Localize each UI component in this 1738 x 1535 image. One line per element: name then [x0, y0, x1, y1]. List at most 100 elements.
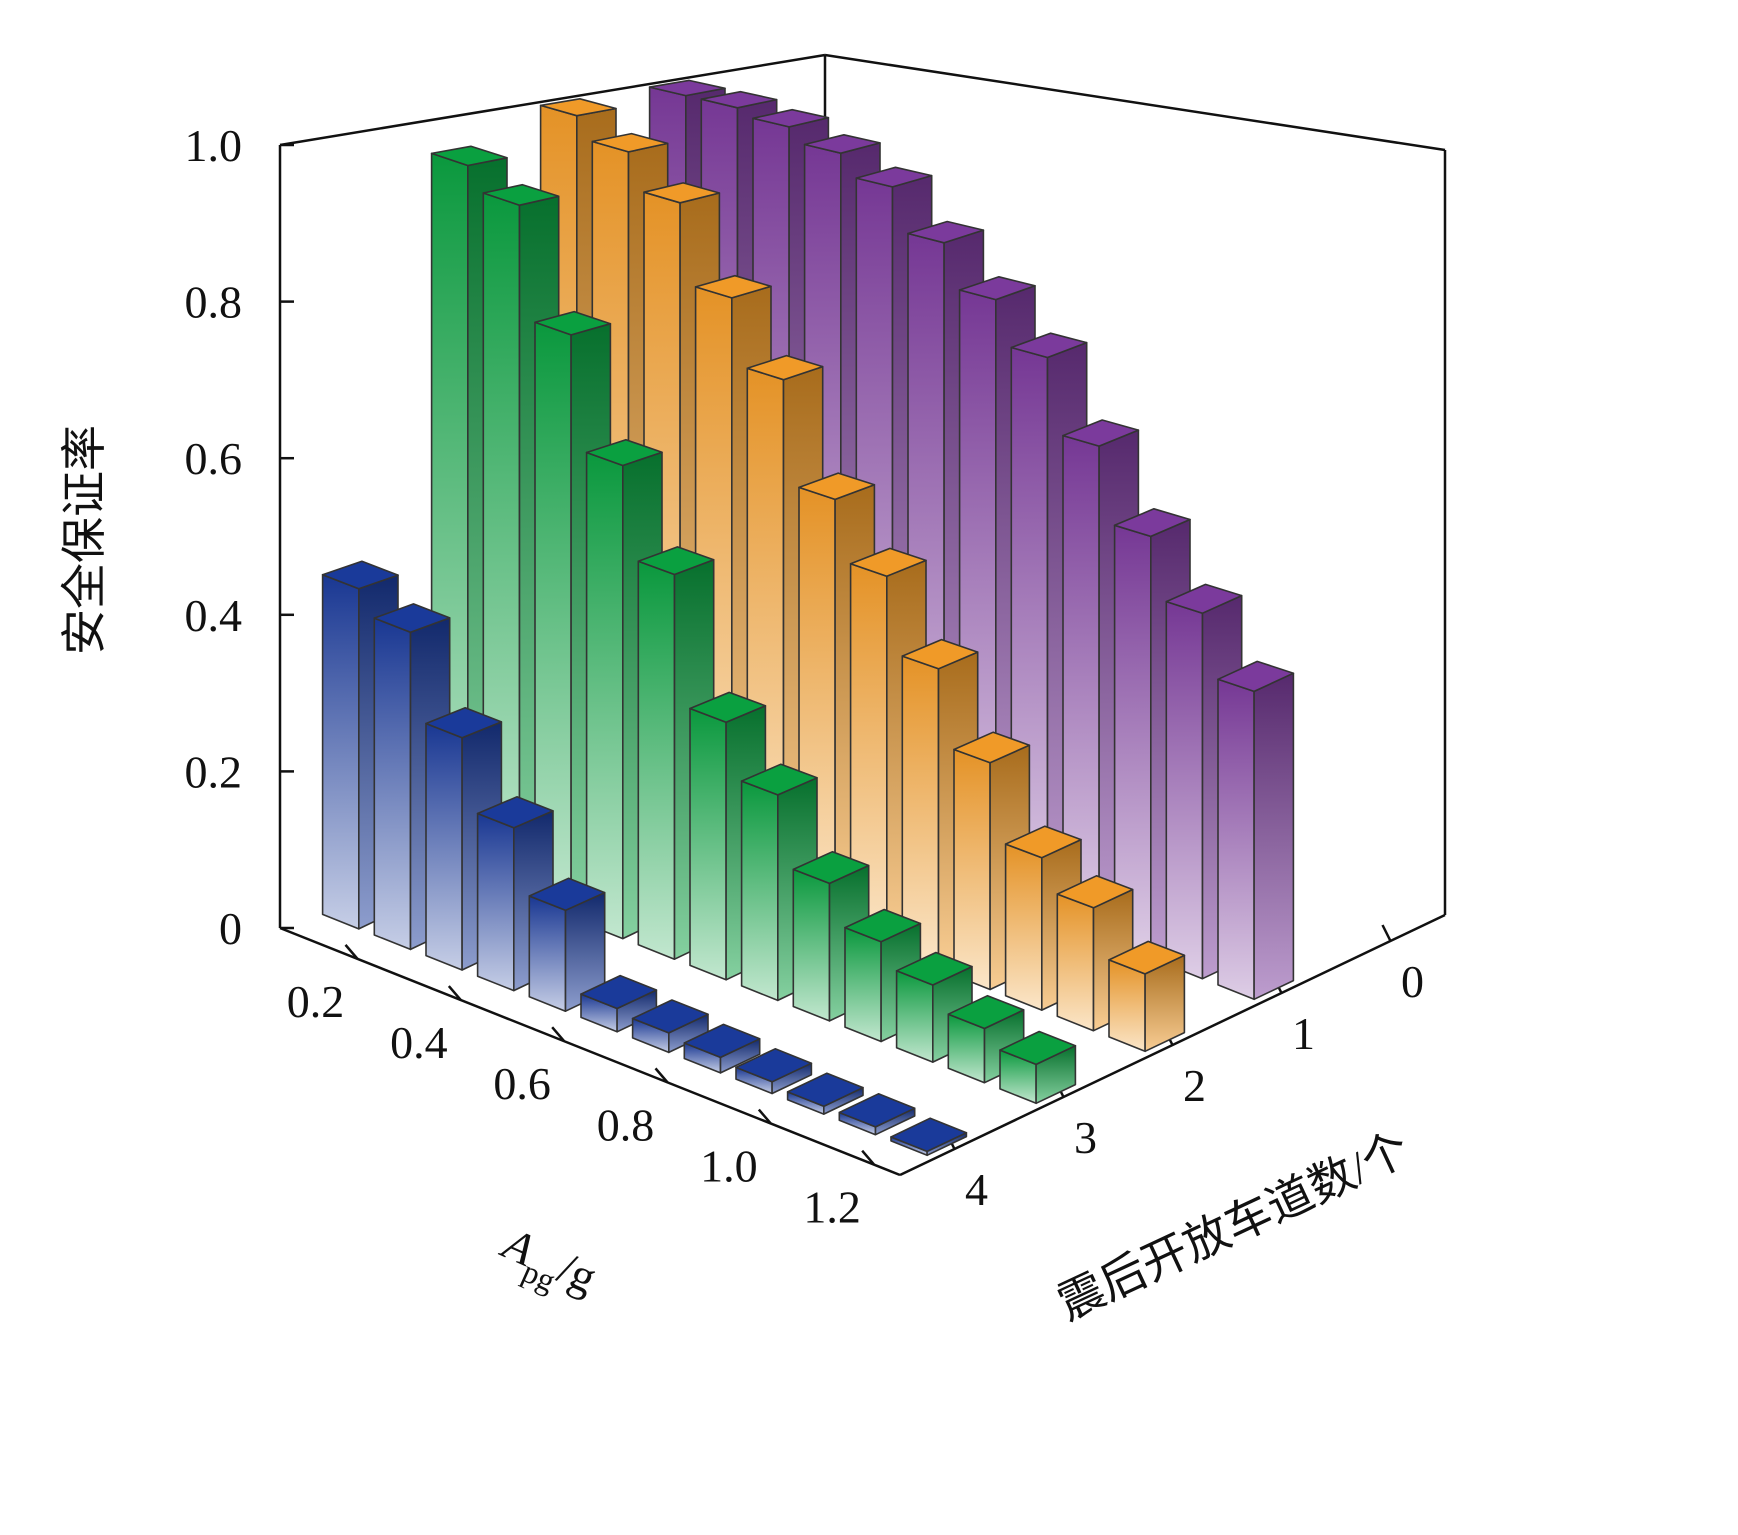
- y-tick-label: 0.6: [185, 433, 243, 484]
- bar-top: [1113, 507, 1191, 538]
- bar-front: [476, 812, 515, 992]
- bar-front: [844, 926, 882, 1043]
- bar-top: [482, 183, 560, 206]
- bar-top: [539, 98, 617, 117]
- bar-side: [1253, 672, 1295, 1001]
- bar-top: [694, 274, 772, 299]
- bar-top: [1217, 660, 1295, 693]
- bar: [786, 1072, 864, 1115]
- bar-top: [430, 145, 508, 167]
- z-tick: [1381, 924, 1392, 942]
- y-axis-title: 安全保证率: [59, 425, 110, 655]
- bar-top: [373, 603, 451, 634]
- bar-top: [953, 731, 1031, 764]
- bar: [792, 850, 870, 1022]
- bar-top: [947, 994, 1025, 1030]
- x-axis-title-unit: /g: [551, 1242, 604, 1303]
- bar: [631, 999, 709, 1054]
- z-tick-label: 2: [1183, 1060, 1206, 1111]
- bar-top: [890, 1117, 968, 1153]
- bar: [1217, 660, 1295, 1001]
- bar-top: [792, 850, 870, 885]
- bar-front: [1217, 678, 1255, 1001]
- bar-top: [798, 472, 876, 501]
- bar-top: [895, 951, 973, 986]
- bar-front: [1056, 893, 1095, 1032]
- bar-top: [321, 560, 399, 590]
- bar-top: [643, 182, 721, 204]
- y-tick-label: 0.8: [185, 277, 243, 328]
- bar-front: [425, 722, 463, 971]
- x-tick: [344, 944, 359, 960]
- bar: [580, 974, 658, 1033]
- bar-top: [855, 166, 933, 188]
- bar-top: [425, 706, 503, 739]
- bar: [890, 1117, 968, 1157]
- x-tick-label: 0.6: [493, 1058, 551, 1109]
- bar-top: [1108, 940, 1186, 975]
- bar-top: [849, 547, 927, 578]
- bar-top: [844, 908, 922, 943]
- bar-top: [740, 763, 818, 796]
- z-axis-title: 震后开放车道数/个: [1050, 1122, 1417, 1329]
- x-axis-title: Apg/g: [489, 1216, 605, 1313]
- axis-line: [279, 53, 826, 147]
- bar-top: [838, 1093, 916, 1128]
- bar-top: [585, 438, 663, 467]
- bar: [838, 1093, 916, 1136]
- bar-top: [591, 132, 669, 153]
- bar-top: [700, 90, 778, 109]
- x-tick-label: 1.0: [700, 1141, 758, 1192]
- bar-front: [585, 451, 624, 940]
- z-tick-label: 3: [1074, 1112, 1097, 1163]
- bar-top: [1004, 825, 1082, 859]
- bar: [476, 795, 554, 992]
- bar-top: [803, 134, 881, 154]
- bar-top: [1165, 583, 1243, 615]
- bar-top: [1062, 419, 1140, 447]
- bar-front: [1004, 843, 1043, 1011]
- bar-front: [953, 748, 991, 991]
- bar: [528, 877, 606, 1013]
- bar-top: [907, 220, 985, 244]
- x-tick-label: 0.8: [597, 1099, 655, 1150]
- bar-front: [895, 969, 934, 1063]
- bar-top: [786, 1072, 864, 1108]
- bar-top: [958, 275, 1036, 301]
- bar-top: [648, 79, 726, 97]
- x-tick: [447, 985, 462, 1001]
- y-tick-label: 0: [219, 903, 242, 954]
- bar-front: [373, 617, 412, 951]
- bar-front: [689, 707, 727, 981]
- axis-line: [279, 926, 901, 1177]
- x-tick-label: 1.2: [803, 1182, 861, 1233]
- bar-top: [752, 108, 830, 128]
- bar-front: [528, 895, 567, 1013]
- bar: [999, 1030, 1077, 1105]
- x-tick: [551, 1026, 566, 1043]
- bar-top: [999, 1030, 1077, 1066]
- z-tick-label: 0: [1401, 956, 1424, 1007]
- x-tick: [654, 1067, 669, 1084]
- bar-top: [637, 546, 715, 576]
- x-tick-label: 0.4: [390, 1017, 448, 1068]
- bar-top: [1056, 874, 1134, 909]
- bar-top: [528, 877, 606, 912]
- axis-line: [824, 53, 1446, 152]
- bar-top: [1010, 332, 1088, 359]
- bar-front: [1165, 600, 1204, 980]
- bar-top: [689, 691, 767, 724]
- bar-top: [534, 310, 612, 336]
- z-tick-label: 1: [1292, 1008, 1315, 1059]
- bar-front: [637, 560, 676, 961]
- z-tick-label: 4: [965, 1164, 988, 1215]
- bar-top: [735, 1048, 813, 1083]
- x-tick-label: 0.2: [287, 976, 345, 1027]
- y-tick-label: 0.4: [185, 590, 243, 641]
- bar-top: [746, 354, 824, 381]
- bar-front: [1108, 959, 1146, 1053]
- bar-top: [901, 638, 979, 670]
- bar-front: [321, 573, 360, 930]
